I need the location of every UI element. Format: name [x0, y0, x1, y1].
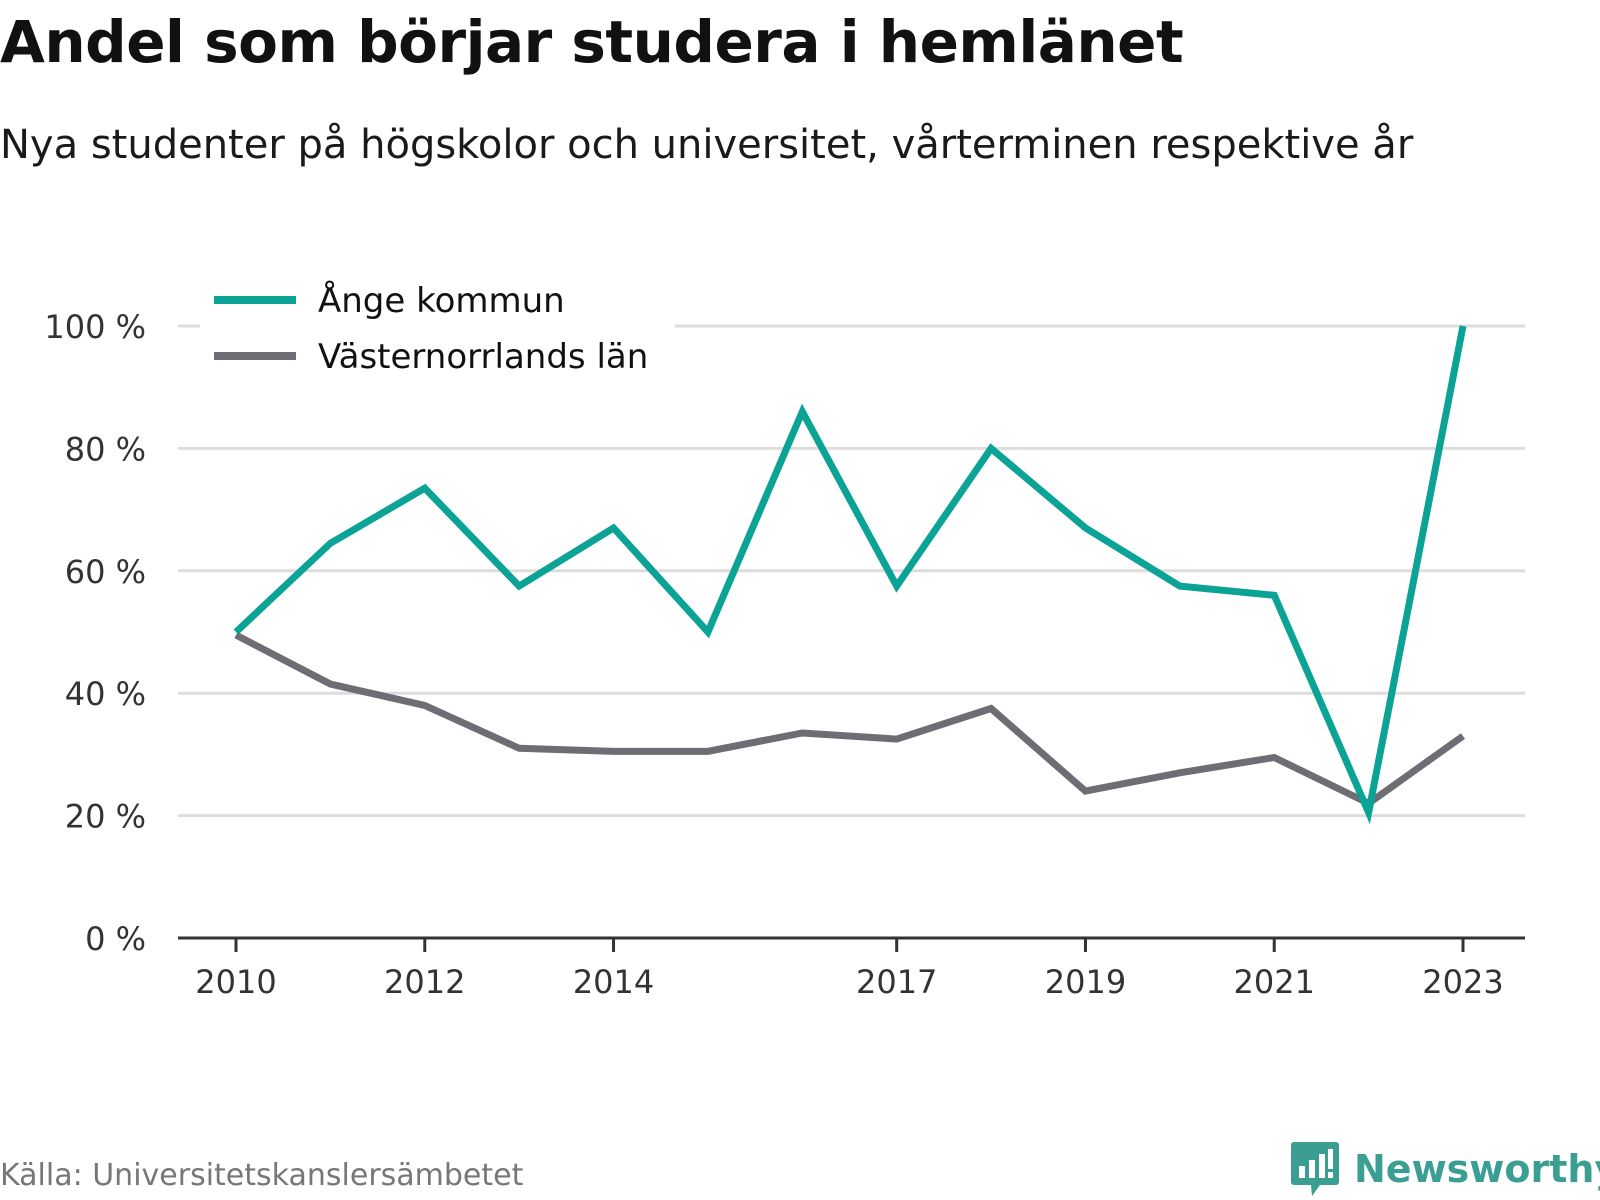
x-tick-label: 2017: [856, 963, 937, 1001]
y-tick-label: 80 %: [65, 430, 146, 468]
line-chart: 0 %20 %40 %60 %80 %100 % 2010 2012 2014 201…: [44, 268, 1525, 1001]
y-tick-label: 100 %: [44, 308, 146, 346]
x-tick-label: 2012: [384, 963, 465, 1001]
legend-background: [200, 268, 675, 380]
x-tick-label: 2019: [1045, 963, 1126, 1001]
brand-logo: Newsworthy: [1290, 1140, 1600, 1198]
legend-label: Ånge kommun: [318, 280, 565, 321]
legend-label: Västernorrlands län: [318, 337, 648, 377]
y-tick-label: 0 %: [85, 920, 146, 958]
x-axis: 2010 2012 2014 2017 2019 2021 2023: [178, 936, 1525, 1001]
series-line: [234, 631, 1466, 808]
series-line: [233, 325, 1467, 825]
series-lines: [233, 325, 1467, 825]
grid-lines: [178, 324, 1525, 818]
chart-title: Andel som börjar studera i hemlänet: [0, 8, 1184, 76]
y-axis-labels: 0 % 20 % 40 % 60 % 80 % 100 %: [44, 308, 146, 958]
source-note: Källa: Universitetskanslersämbetet: [0, 1158, 524, 1193]
chart-subtitle: Nya studenter på högskolor och universit…: [0, 122, 1414, 168]
x-tick-label: 2023: [1422, 963, 1503, 1001]
y-tick-label: 60 %: [65, 553, 146, 591]
newsworthy-logo-icon: [1291, 1142, 1339, 1196]
y-tick-label: 20 %: [65, 798, 146, 836]
y-tick-label: 40 %: [65, 675, 146, 713]
x-tick-label: 2010: [195, 963, 276, 1001]
x-tick-label: 2021: [1234, 963, 1315, 1001]
brand-name: Newsworthy: [1354, 1147, 1600, 1191]
x-tick-label: 2014: [573, 963, 654, 1001]
legend: Ånge kommun Västernorrlands län: [200, 268, 675, 380]
